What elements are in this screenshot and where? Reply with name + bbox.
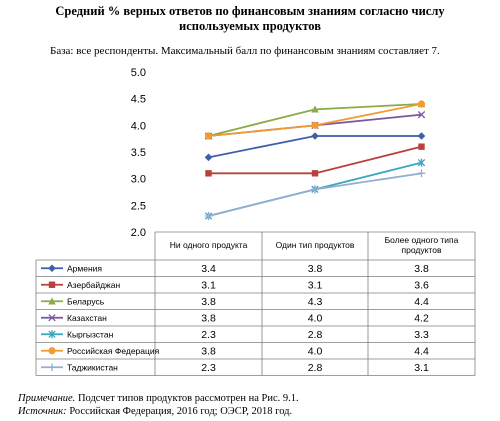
table-cell-value: 3.3 — [414, 329, 429, 341]
legend-label: Азербайджан — [67, 280, 120, 290]
y-tick-label: 5.0 — [131, 67, 146, 79]
chart-title: Средний % верных ответов по финансовым з… — [0, 4, 500, 34]
table-cell-value: 4.4 — [414, 296, 429, 308]
table-cell-value: 2.3 — [201, 362, 216, 374]
legend-marker — [48, 281, 56, 288]
legend-marker — [48, 363, 56, 372]
table-cell-value: 3.8 — [308, 263, 323, 275]
footnotes: Примечание. Подсчет типов продуктов расс… — [18, 393, 299, 418]
category-label-cont: продуктов — [402, 245, 442, 255]
table-cell-value: 4.0 — [308, 345, 323, 357]
table-cell-value: 4.0 — [308, 312, 323, 324]
table-cell-value: 3.8 — [201, 312, 216, 324]
data-point — [311, 132, 319, 140]
table-cell-value: 3.1 — [201, 279, 216, 291]
data-point — [204, 212, 213, 220]
data-point — [417, 169, 426, 178]
legend-label: Армения — [67, 263, 102, 273]
category-label: Один тип продуктов — [276, 240, 355, 250]
data-point — [311, 121, 319, 129]
y-tick-label: 3.5 — [131, 147, 146, 159]
data-point — [204, 153, 213, 162]
y-tick-label: 4.5 — [131, 94, 146, 106]
legend-label: Таджикистан — [67, 362, 118, 372]
table-cell-value: 4.2 — [414, 312, 429, 324]
legend-label: Кыргызстан — [67, 329, 114, 339]
source-line: Источник: Российская Федерация, 2016 год… — [18, 406, 299, 419]
y-tick-label: 2.5 — [131, 200, 146, 212]
data-point — [417, 158, 426, 167]
data-point — [205, 170, 212, 177]
table-cell-value: 3.8 — [201, 296, 216, 308]
legend-marker — [48, 297, 56, 305]
data-point — [311, 170, 319, 177]
data-point — [417, 100, 426, 108]
table-cell-value: 3.4 — [201, 263, 216, 275]
note-text: Подсчет типов продуктов рассмотрен на Ри… — [75, 393, 299, 404]
data-point — [417, 111, 426, 119]
note-label: Примечание. — [18, 393, 76, 404]
data-point — [311, 185, 319, 194]
table-cell-value: 4.4 — [414, 345, 429, 357]
legend-label: Российская Федерация — [67, 346, 160, 356]
data-point — [417, 132, 426, 140]
legend-marker — [48, 347, 56, 355]
table-cell-value: 3.8 — [414, 263, 429, 275]
data-point — [418, 143, 425, 150]
y-tick-label: 3.0 — [131, 174, 146, 186]
data-point — [204, 132, 213, 140]
table-cell-value: 2.8 — [308, 329, 323, 341]
chart-title-line-2: используемых продуктов — [179, 19, 321, 33]
table-cell-value: 4.3 — [308, 296, 323, 308]
chart-base-note: База: все респонденты. Максимальный балл… — [50, 45, 440, 57]
table-cell-value: 2.3 — [201, 329, 216, 341]
data-point — [311, 105, 319, 113]
category-label: Ни одного продукта — [170, 240, 248, 250]
y-tick-label: 4.0 — [131, 120, 146, 132]
series-line — [208, 172, 422, 217]
legend-marker — [48, 264, 56, 273]
table-cell-value: 3.8 — [201, 345, 216, 357]
legend-label: Казахстан — [67, 313, 107, 323]
source-text: Российская Федерация, 2016 год; ОЭСР, 20… — [66, 405, 293, 417]
legend-label: Беларусь — [67, 296, 105, 306]
table-cell-value: 3.1 — [414, 362, 429, 374]
y-tick-label: 2.0 — [131, 227, 146, 239]
chart-title-line-1: Средний % верных ответов по финансовым з… — [55, 4, 445, 18]
legend-marker — [48, 314, 56, 322]
source-label: Источник: — [18, 405, 67, 417]
note-line: Примечание. Подсчет типов продуктов расс… — [18, 393, 299, 406]
table-cell-value: 3.1 — [308, 279, 323, 291]
table-cell-value: 3.6 — [414, 279, 429, 291]
category-label: Более одного типа — [385, 235, 459, 245]
table-cell-value: 2.8 — [308, 362, 323, 374]
legend-marker — [48, 330, 56, 339]
